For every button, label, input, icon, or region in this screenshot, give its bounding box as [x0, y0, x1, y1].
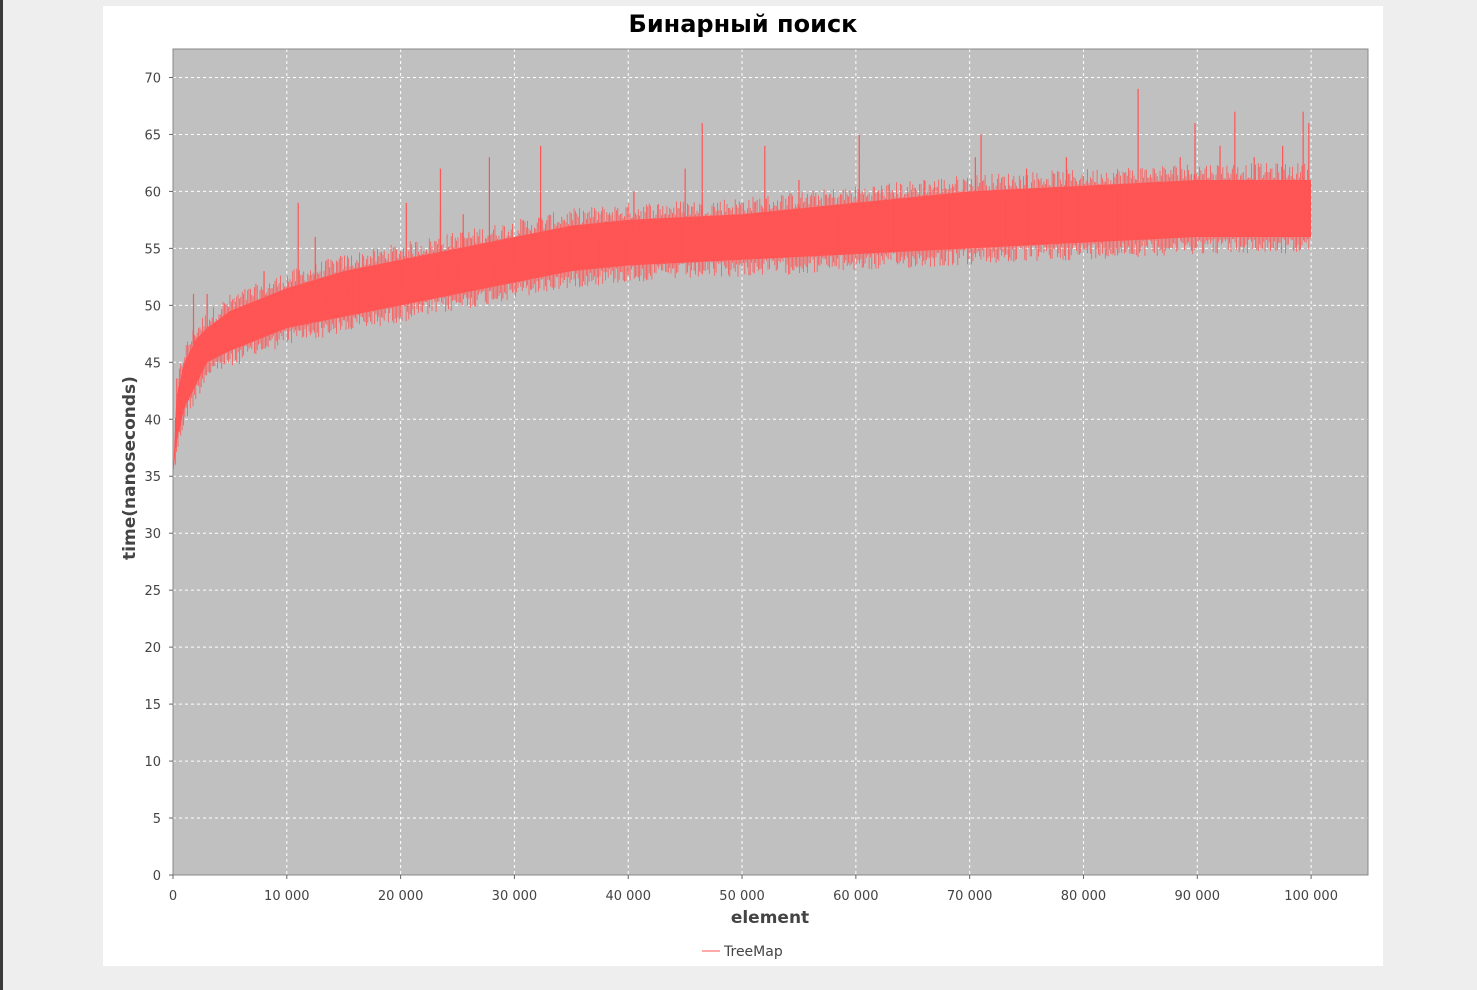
- y-tick-label: 60: [144, 185, 161, 200]
- y-tick-label: 20: [144, 641, 161, 656]
- x-tick-label: 90 000: [1175, 889, 1221, 904]
- y-tick-label: 50: [144, 299, 161, 314]
- plot-border: [172, 48, 1369, 876]
- y-tick-label: 40: [144, 413, 161, 428]
- x-axis-label: element: [731, 908, 809, 928]
- chart-title: Бинарный поиск: [629, 10, 858, 38]
- y-tick-label: 45: [144, 356, 161, 371]
- x-axis: 0 10 000 20 000 30 000 40 000 50 000 60 000 70 …: [169, 875, 1338, 904]
- x-tick-label: 50 000: [719, 889, 765, 904]
- y-tick-label: 5: [153, 812, 161, 827]
- series-band: [173, 180, 1312, 477]
- x-tick-label: 20 000: [378, 889, 424, 904]
- x-tick-label: 100 000: [1284, 889, 1338, 904]
- legend-label-treemap: TreeMap: [723, 944, 783, 960]
- chart-panel: Бинарный поиск 0 5 10 15 20 25 30 35 40 45 50 55 60 6…: [103, 6, 1383, 966]
- x-tick-label: 70 000: [947, 889, 993, 904]
- y-tick-label: 55: [144, 242, 161, 257]
- series-treemap: [173, 88, 1312, 477]
- x-tick-label: 60 000: [833, 889, 879, 904]
- y-tick-label: 30: [144, 527, 161, 542]
- x-tick-label: 80 000: [1061, 889, 1107, 904]
- series-noise: [174, 163, 1311, 465]
- y-tick-label: 15: [144, 698, 161, 713]
- x-tick-label: 10 000: [264, 889, 310, 904]
- window-edge: [0, 0, 3, 990]
- y-tick-label: 10: [144, 755, 161, 770]
- y-tick-label: 35: [144, 470, 161, 485]
- chart-svg: Бинарный поиск 0 5 10 15 20 25 30 35 40 45 50 55 60 6…: [120, 10, 1369, 960]
- x-tick-label: 30 000: [492, 889, 538, 904]
- x-tick-label: 0: [169, 889, 177, 904]
- x-tick-label: 40 000: [605, 889, 651, 904]
- y-axis-label: time(nanoseconds): [120, 376, 140, 560]
- y-tick-label: 65: [144, 128, 161, 143]
- y-tick-label: 70: [144, 71, 161, 86]
- y-axis: 0 5 10 15 20 25 30 35 40 45 50 55 60 65 70: [144, 71, 173, 884]
- y-tick-label: 25: [144, 584, 161, 599]
- y-tick-label: 0: [153, 869, 161, 884]
- legend: TreeMap: [702, 944, 783, 960]
